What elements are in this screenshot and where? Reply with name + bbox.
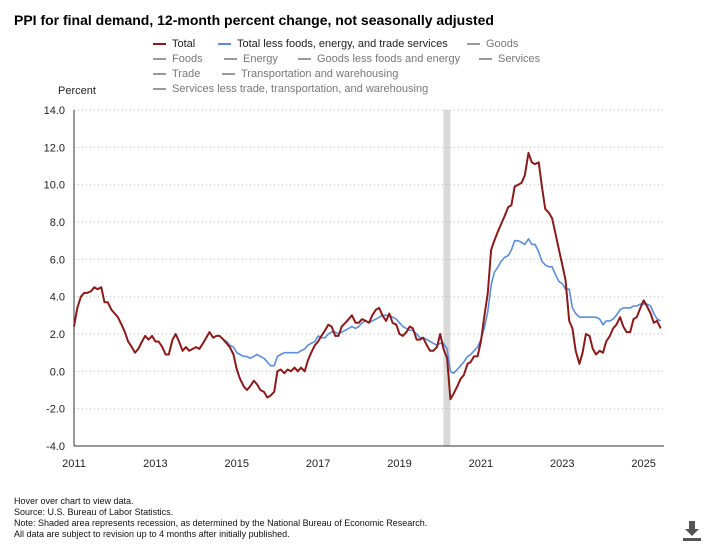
legend-label: Trade [172, 68, 201, 80]
note-recession: Note: Shaded area represents recession, … [14, 518, 428, 528]
legend-swatch [467, 43, 480, 45]
chart-notes: Hover over chart to view data. Source: U… [14, 496, 427, 540]
legend-item-energy[interactable]: Energy [224, 53, 278, 65]
legend-item-total[interactable]: Total [153, 38, 195, 50]
note-source: Source: U.S. Bureau of Labor Statistics. [14, 507, 174, 517]
y-tick-label: 14.0 [44, 105, 65, 117]
series-lines [73, 151, 662, 401]
y-tick-label: 8.0 [50, 217, 65, 229]
legend-item-transportation-warehousing[interactable]: Transportation and warehousing [222, 68, 398, 80]
legend-item-services[interactable]: Services [479, 53, 540, 65]
legend-label: Energy [243, 53, 278, 65]
legend-swatch [153, 58, 166, 60]
series-line-total [73, 151, 662, 401]
legend-swatch [218, 43, 231, 45]
recession-band-group [443, 110, 451, 446]
x-tick-label: 2017 [306, 458, 330, 470]
legend-swatch [153, 73, 166, 75]
y-tick-label: 0.0 [50, 366, 65, 378]
download-arrow-icon [683, 521, 701, 541]
y-tick-label: 2.0 [50, 329, 65, 341]
legend-swatch [298, 58, 311, 60]
y-tick-label: 4.0 [50, 292, 65, 304]
x-tick-label: 2011 [62, 458, 86, 470]
legend-label: Total less foods, energy, and trade serv… [237, 38, 448, 50]
legend-swatch [479, 58, 492, 60]
x-tick-label: 2019 [387, 458, 411, 470]
x-tick-labels: 2011 2013 2015 2017 2019 2021 2023 2025 [62, 458, 656, 470]
legend-item-goods-less-foods-energy[interactable]: Goods less foods and energy [298, 53, 460, 65]
y-axis-label: Percent [58, 85, 96, 97]
y-tick-label: -2.0 [46, 404, 65, 416]
chart-legend: Total Total less foods, energy, and trad… [0, 38, 707, 100]
legend-label: Transportation and warehousing [241, 68, 399, 80]
x-tick-label: 2025 [631, 458, 655, 470]
legend-item-goods[interactable]: Goods [467, 38, 518, 50]
y-tick-labels: 14.0 12.0 10.0 8.0 6.0 4.0 2.0 0.0 -2.0 -4.0 [44, 105, 65, 453]
legend-swatch [222, 73, 235, 75]
y-tick-label: 6.0 [50, 254, 65, 266]
x-tick-label: 2023 [550, 458, 574, 470]
legend-item-total-less-foods-energy-trade[interactable]: Total less foods, energy, and trade serv… [218, 38, 448, 50]
legend-swatch [153, 88, 166, 90]
legend-item-trade[interactable]: Trade [153, 68, 200, 80]
axes [73, 110, 664, 447]
legend-label: Goods less foods and energy [317, 53, 461, 65]
legend-swatch [224, 58, 237, 60]
legend-label: Foods [172, 53, 203, 65]
x-tick-label: 2021 [469, 458, 493, 470]
chart-title: PPI for final demand, 12-month percent c… [14, 12, 494, 28]
note-revision: All data are subject to revision up to 4… [14, 529, 290, 539]
legend-label: Services [498, 53, 541, 65]
legend-label: Services less trade, transportation, and… [172, 83, 429, 95]
legend-swatch [153, 43, 166, 45]
legend-item-foods[interactable]: Foods [153, 53, 203, 65]
x-tick-label: 2013 [143, 458, 167, 470]
gridlines [74, 109, 664, 410]
legend-label: Goods [486, 38, 519, 50]
x-tick-label: 2015 [225, 458, 249, 470]
y-tick-label: 10.0 [44, 180, 65, 192]
download-icon[interactable] [682, 520, 702, 542]
y-tick-label: 12.0 [44, 142, 65, 154]
legend-item-services-less-trade-transportation[interactable]: Services less trade, transportation, and… [153, 83, 428, 95]
recession-band [443, 110, 451, 446]
note-hover: Hover over chart to view data. [14, 496, 134, 506]
legend-label: Total [172, 38, 196, 50]
y-tick-label: -4.0 [46, 441, 65, 453]
